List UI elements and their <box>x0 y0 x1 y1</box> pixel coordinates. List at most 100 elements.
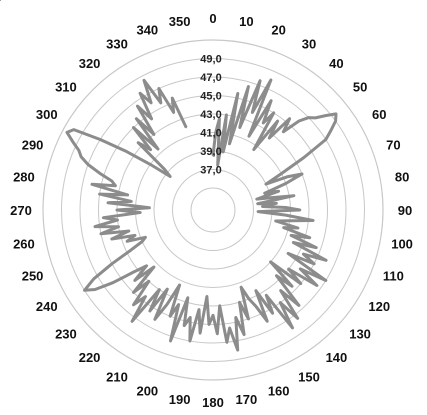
data-point <box>183 324 185 327</box>
data-point <box>290 234 292 237</box>
data-point <box>99 138 101 141</box>
angle-tick-label: 190 <box>169 392 191 407</box>
data-point <box>325 138 327 141</box>
data-point <box>169 315 171 318</box>
data-point <box>144 295 147 298</box>
data-point <box>269 196 272 199</box>
data-point <box>148 280 150 283</box>
data-point <box>301 173 303 175</box>
data-point <box>299 282 302 285</box>
data-point <box>261 205 264 208</box>
angle-tick-label: 310 <box>55 80 77 95</box>
radial-tick-label: 39,0 <box>200 146 221 158</box>
data-point <box>253 148 255 151</box>
data-point <box>102 216 105 219</box>
angle-tick-label: 10 <box>239 14 253 29</box>
data-point <box>158 288 161 291</box>
data-point <box>263 192 266 194</box>
data-point <box>91 183 93 186</box>
data-point <box>265 183 267 185</box>
data-point <box>262 122 265 124</box>
data-point <box>212 154 214 157</box>
angle-tick-label: 250 <box>22 269 44 284</box>
data-point <box>287 252 289 255</box>
outer-ring <box>42 39 384 381</box>
data-point <box>265 294 268 297</box>
data-point <box>153 266 155 268</box>
grid-ring <box>61 58 365 362</box>
data-point <box>247 318 250 320</box>
data-point <box>296 317 299 320</box>
angle-tick-label: 20 <box>271 23 285 38</box>
data-point <box>149 148 152 151</box>
data-point <box>216 332 219 335</box>
data-point <box>307 116 310 119</box>
data-point <box>271 312 274 315</box>
data-point <box>218 305 221 307</box>
data-point <box>132 291 135 294</box>
radial-tick-label: 41,0 <box>200 128 221 140</box>
data-point <box>226 341 228 344</box>
data-point <box>330 129 332 132</box>
angle-tick-label: 220 <box>79 350 101 365</box>
data-point <box>141 240 143 243</box>
data-point <box>111 238 113 240</box>
data-point <box>131 320 133 323</box>
data-point <box>268 137 271 139</box>
data-point <box>284 214 287 216</box>
data-point <box>256 202 259 205</box>
data-point <box>145 265 148 267</box>
data-point <box>239 126 241 129</box>
data-point <box>255 198 258 200</box>
data-point <box>128 230 130 232</box>
data-point <box>177 303 180 306</box>
data-point <box>279 289 282 292</box>
data-point <box>130 249 132 251</box>
data-point <box>143 79 145 82</box>
data-point <box>274 220 277 222</box>
data-point <box>160 102 162 104</box>
data-point <box>94 288 96 291</box>
data-point <box>100 233 102 235</box>
data-point <box>255 289 257 292</box>
data-point <box>266 320 269 323</box>
data-point <box>187 297 189 299</box>
data-point <box>124 150 127 152</box>
data-point <box>66 131 68 134</box>
data-point <box>171 97 174 99</box>
data-point <box>132 126 135 129</box>
angle-tick-label: 180 <box>202 395 224 410</box>
data-point <box>335 113 337 115</box>
grid-ring <box>172 169 254 251</box>
data-point <box>325 279 327 282</box>
angle-tick-label: 230 <box>55 326 77 341</box>
data-point <box>248 298 250 300</box>
grid-ring <box>79 76 347 344</box>
data-point <box>325 259 327 262</box>
data-point <box>111 180 113 182</box>
radial-tick-label: 49,0 <box>200 54 221 66</box>
angle-tick-label: 100 <box>391 236 413 251</box>
data-point <box>163 168 166 170</box>
data-point <box>308 236 311 239</box>
data-point <box>269 261 272 263</box>
data-point <box>315 246 318 249</box>
data-point <box>285 206 287 209</box>
data-point <box>248 135 250 137</box>
data-point <box>185 126 187 129</box>
data-point <box>130 200 133 203</box>
angle-tick-label: 110 <box>383 269 404 284</box>
data-point <box>302 253 305 255</box>
angle-tick-label: 210 <box>106 369 128 384</box>
data-point <box>225 114 228 116</box>
angle-tick-label: 0 <box>209 11 216 26</box>
data-point <box>212 314 214 317</box>
data-point <box>285 182 287 185</box>
angle-tick-label: 240 <box>36 299 58 314</box>
angle-tick-label: 300 <box>36 107 58 122</box>
data-point <box>247 85 250 88</box>
angle-tick-label: 340 <box>136 23 158 38</box>
data-point <box>291 285 293 288</box>
